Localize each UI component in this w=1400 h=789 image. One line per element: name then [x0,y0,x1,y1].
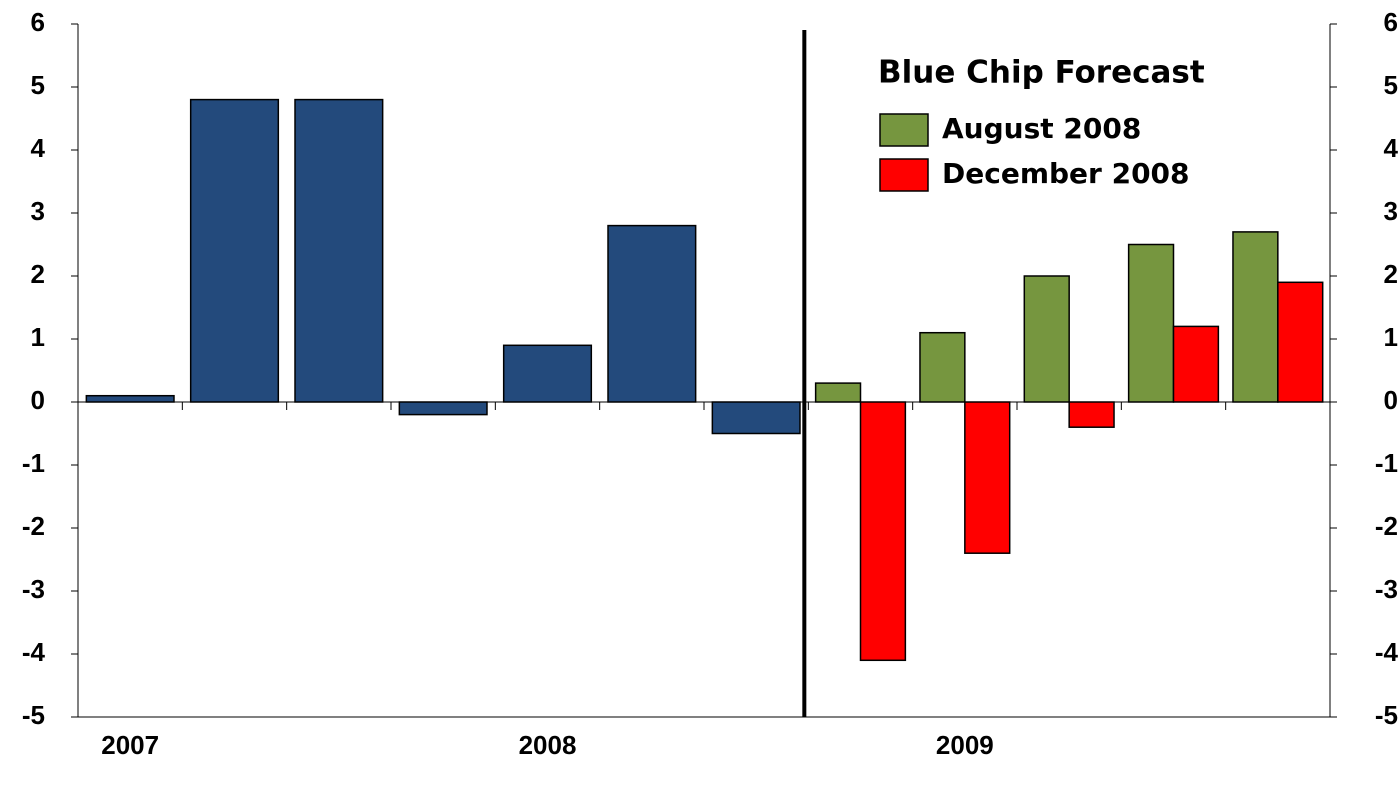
y2-tick-label: -3 [1375,574,1398,604]
y-tick-label: -4 [22,637,46,667]
y-tick-label: -3 [22,574,45,604]
bar [919,331,966,403]
y-tick-label: -1 [22,448,45,478]
bar [964,401,1011,554]
bar [502,344,593,403]
bar [1232,231,1279,403]
bar [1127,243,1175,403]
y2-tick-label: -4 [1375,637,1399,667]
x-tick-label: 2009 [936,730,994,760]
x-tick-label: 2008 [519,730,577,760]
y2-tick-label: -5 [1375,700,1398,730]
bar [1023,275,1070,403]
legend-swatch [879,158,929,192]
x-tick-label: 2007 [101,730,159,760]
y2-tick-label: -1 [1375,448,1398,478]
y2-tick-label: 3 [1384,196,1398,226]
y2-tick-label: 5 [1384,70,1398,100]
y2-tick-label: 2 [1384,259,1398,289]
y-tick-label: 3 [31,196,45,226]
y-tick-label: -5 [22,700,45,730]
y2-tick-label: 0 [1384,385,1398,415]
y2-tick-label: 6 [1384,7,1398,37]
bar [1172,325,1220,403]
y-tick-label: 4 [31,133,46,163]
bar [711,401,801,435]
bar [1277,281,1324,403]
y-tick-label: 2 [31,259,45,289]
legend-label: December 2008 [942,157,1190,190]
bar [859,401,907,662]
y2-tick-label: 1 [1384,322,1398,352]
y-tick-label: 6 [31,7,45,37]
bar [398,401,488,416]
legend-label: August 2008 [942,112,1141,145]
y-tick-label: 5 [31,70,45,100]
bar [189,98,280,403]
bar [85,394,175,403]
bar [1068,401,1115,428]
y2-tick-label: 4 [1384,133,1399,163]
y-tick-label: 1 [31,322,45,352]
y-tick-label: -2 [22,511,45,541]
bar [607,224,697,403]
legend-title: Blue Chip Forecast [878,55,1205,91]
y2-tick-label: -2 [1375,511,1398,541]
bar [294,98,384,403]
bar [814,382,862,403]
y-tick-label: 0 [31,385,45,415]
legend-swatch [879,113,929,147]
